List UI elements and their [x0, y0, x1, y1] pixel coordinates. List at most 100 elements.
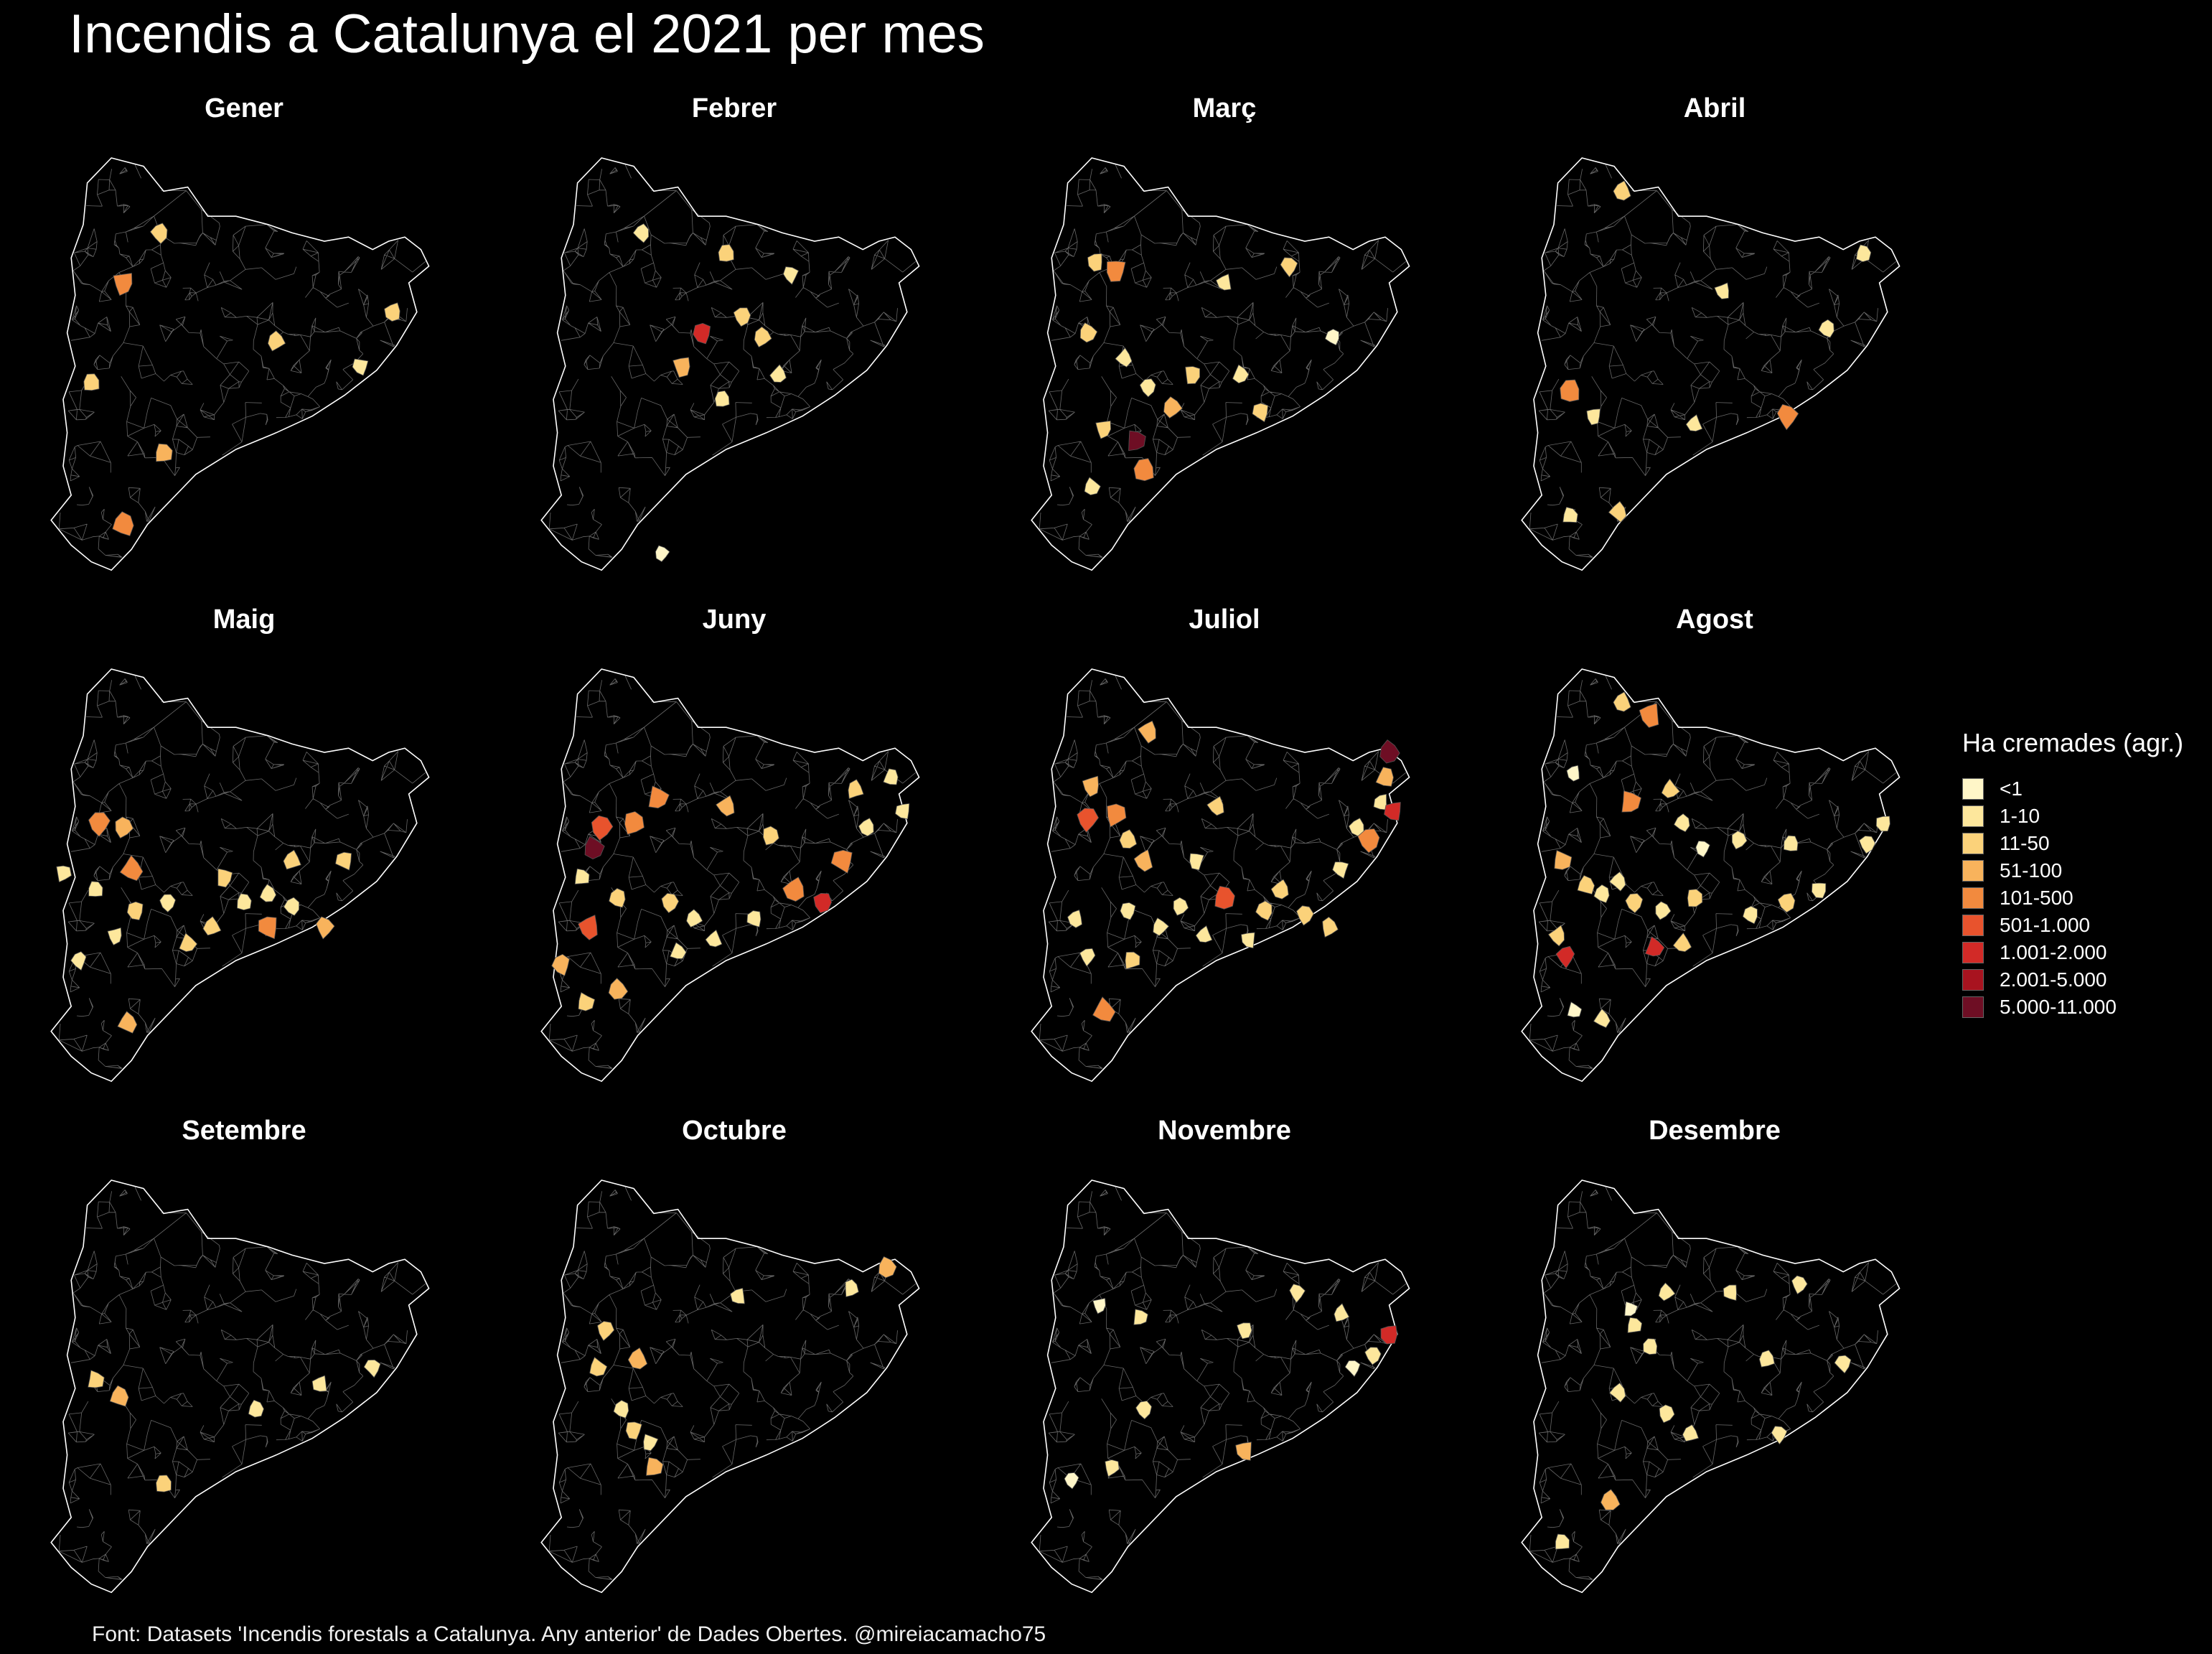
catalonia-map	[540, 157, 920, 571]
burned-municipality	[1562, 507, 1578, 523]
burned-municipality	[1133, 849, 1153, 872]
burned-municipality	[283, 897, 300, 916]
burned-municipality	[1235, 1442, 1252, 1461]
burned-municipality	[1554, 850, 1573, 870]
legend-item: 51-100	[1962, 857, 2206, 884]
panel-title: Agost	[1676, 604, 1753, 635]
burned-municipality	[363, 1359, 381, 1378]
burned-municipality	[1379, 739, 1400, 764]
burned-municipality	[1270, 879, 1289, 900]
burned-municipality	[88, 1370, 105, 1388]
legend-label: 1-10	[2000, 805, 2040, 827]
burned-municipality	[670, 942, 687, 959]
region-outline	[50, 1179, 430, 1594]
burned-municipality	[1119, 829, 1138, 849]
municipal-borders	[58, 1186, 426, 1580]
municipal-borders	[1529, 675, 1897, 1069]
burned-municipality	[1087, 253, 1102, 272]
burned-municipality	[693, 322, 711, 345]
burned-municipality	[1357, 828, 1380, 854]
burned-municipality	[1856, 244, 1872, 263]
month-panel: Gener	[14, 93, 474, 596]
panel-title: Desembre	[1649, 1116, 1781, 1146]
burned-municipality	[1214, 886, 1235, 910]
burned-municipality	[661, 892, 680, 914]
burned-municipality	[115, 816, 133, 839]
burned-municipality	[237, 893, 252, 911]
burned-municipality	[1133, 1309, 1148, 1325]
burned-municipality	[769, 364, 787, 383]
burned-municipality	[1643, 1338, 1658, 1355]
burned-municipality	[1255, 900, 1273, 921]
burned-municipality	[1621, 790, 1641, 813]
catalonia-map	[1031, 157, 1410, 571]
burned-municipality	[597, 1321, 615, 1342]
burned-municipality	[1189, 853, 1204, 871]
legend-item: 11-50	[1962, 830, 2206, 857]
burned-municipality	[589, 1357, 608, 1377]
burned-municipality	[149, 223, 168, 245]
burned-municipality	[1095, 420, 1112, 439]
catalonia-map	[1521, 1179, 1901, 1594]
burned-municipality	[316, 916, 335, 940]
legend-item: 101-500	[1962, 884, 2206, 912]
legend-item: <1	[1962, 775, 2206, 803]
burned-municipality	[1771, 1426, 1788, 1445]
legend-item: 1.001-2.000	[1962, 939, 2206, 966]
burned-municipality	[1135, 1401, 1152, 1420]
burned-municipality	[1173, 897, 1189, 916]
catalonia-map	[540, 1179, 920, 1594]
burned-municipality	[1128, 430, 1146, 452]
month-panel: Desembre	[1485, 1116, 1944, 1618]
burned-municipality	[1625, 893, 1644, 914]
burned-municipality	[1077, 808, 1099, 833]
burned-municipality	[830, 849, 853, 874]
burned-municipality	[1608, 500, 1627, 523]
burned-municipality	[1613, 691, 1631, 712]
burned-municipality	[1185, 366, 1201, 385]
burned-municipality	[126, 901, 144, 920]
panel-title: Juny	[702, 604, 767, 635]
burned-municipality	[1107, 803, 1127, 828]
burned-municipality	[384, 302, 400, 322]
burned-municipality	[88, 812, 111, 837]
burned-municipality	[632, 223, 650, 243]
region-outline	[50, 157, 430, 571]
burned-municipality	[107, 927, 122, 945]
month-panel: Setembre	[14, 1116, 474, 1618]
burned-municipality	[584, 836, 605, 860]
burned-municipality	[1241, 932, 1255, 949]
panel-title: Febrer	[691, 93, 777, 123]
burned-municipality	[109, 1385, 129, 1407]
burned-municipality	[283, 849, 301, 870]
burned-municipality	[335, 851, 352, 871]
burned-municipality	[1566, 765, 1580, 782]
burned-municipality	[1609, 1382, 1626, 1403]
burned-municipality	[1120, 902, 1136, 920]
burned-municipality	[1834, 1355, 1852, 1374]
burned-municipality	[782, 266, 800, 285]
region-outline	[1031, 157, 1410, 571]
burned-municipality	[1163, 396, 1183, 419]
burned-municipality	[624, 811, 645, 835]
burned-municipality	[70, 951, 87, 971]
burned-municipality	[156, 1475, 172, 1492]
burned-municipality	[895, 803, 910, 820]
burned-municipality	[1252, 403, 1269, 423]
burned-municipality	[1601, 1489, 1621, 1510]
burned-municipality	[754, 326, 772, 348]
burned-municipality	[762, 826, 779, 846]
municipal-borders	[1039, 1186, 1407, 1580]
legend: Ha cremades (agr.) <1 1-10 11-50 51-100 101-…	[1962, 728, 2206, 1021]
burned-municipality	[1593, 884, 1610, 904]
burned-municipality	[202, 916, 222, 936]
month-panel: Març	[995, 93, 1454, 596]
burned-municipality	[1082, 775, 1099, 798]
municipal-borders	[1529, 1186, 1897, 1580]
burned-municipality	[672, 357, 690, 378]
region-outline	[1521, 668, 1901, 1083]
panel-title: Setembre	[182, 1116, 306, 1146]
burned-municipality	[1344, 1360, 1361, 1378]
legend-label: 11-50	[2000, 832, 2050, 854]
burned-municipality	[56, 865, 72, 883]
